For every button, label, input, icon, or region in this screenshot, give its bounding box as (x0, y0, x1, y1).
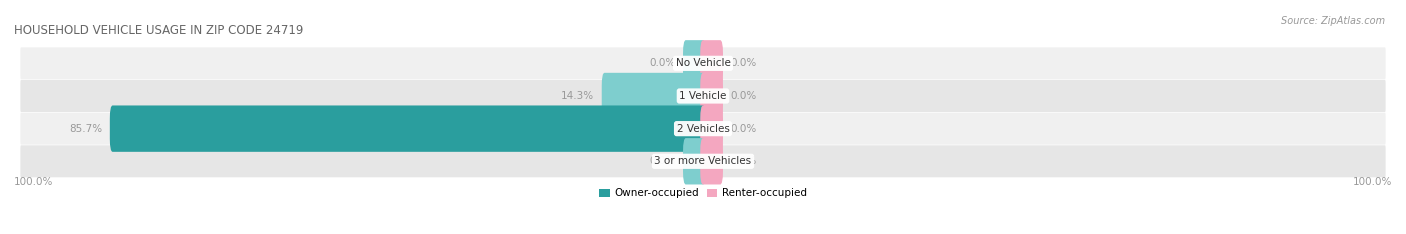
Text: 2 Vehicles: 2 Vehicles (676, 124, 730, 134)
FancyBboxPatch shape (110, 106, 706, 152)
FancyBboxPatch shape (21, 145, 1385, 177)
Text: 3 or more Vehicles: 3 or more Vehicles (654, 156, 752, 166)
Legend: Owner-occupied, Renter-occupied: Owner-occupied, Renter-occupied (595, 184, 811, 203)
Text: 100.0%: 100.0% (1353, 176, 1392, 186)
Text: 0.0%: 0.0% (650, 58, 675, 68)
FancyBboxPatch shape (21, 47, 1385, 79)
Text: 0.0%: 0.0% (731, 124, 756, 134)
FancyBboxPatch shape (683, 138, 706, 184)
FancyBboxPatch shape (700, 138, 723, 184)
Text: 0.0%: 0.0% (731, 156, 756, 166)
Text: 0.0%: 0.0% (731, 58, 756, 68)
Text: HOUSEHOLD VEHICLE USAGE IN ZIP CODE 24719: HOUSEHOLD VEHICLE USAGE IN ZIP CODE 2471… (14, 24, 304, 37)
Text: 100.0%: 100.0% (14, 176, 53, 186)
FancyBboxPatch shape (700, 73, 723, 119)
FancyBboxPatch shape (21, 80, 1385, 112)
FancyBboxPatch shape (602, 73, 706, 119)
Text: 14.3%: 14.3% (561, 91, 595, 101)
Text: 85.7%: 85.7% (69, 124, 103, 134)
Text: 0.0%: 0.0% (731, 91, 756, 101)
Text: 1 Vehicle: 1 Vehicle (679, 91, 727, 101)
Text: 0.0%: 0.0% (650, 156, 675, 166)
FancyBboxPatch shape (21, 113, 1385, 145)
FancyBboxPatch shape (700, 40, 723, 87)
FancyBboxPatch shape (700, 106, 723, 152)
Text: No Vehicle: No Vehicle (675, 58, 731, 68)
Text: Source: ZipAtlas.com: Source: ZipAtlas.com (1281, 16, 1385, 26)
FancyBboxPatch shape (683, 40, 706, 87)
